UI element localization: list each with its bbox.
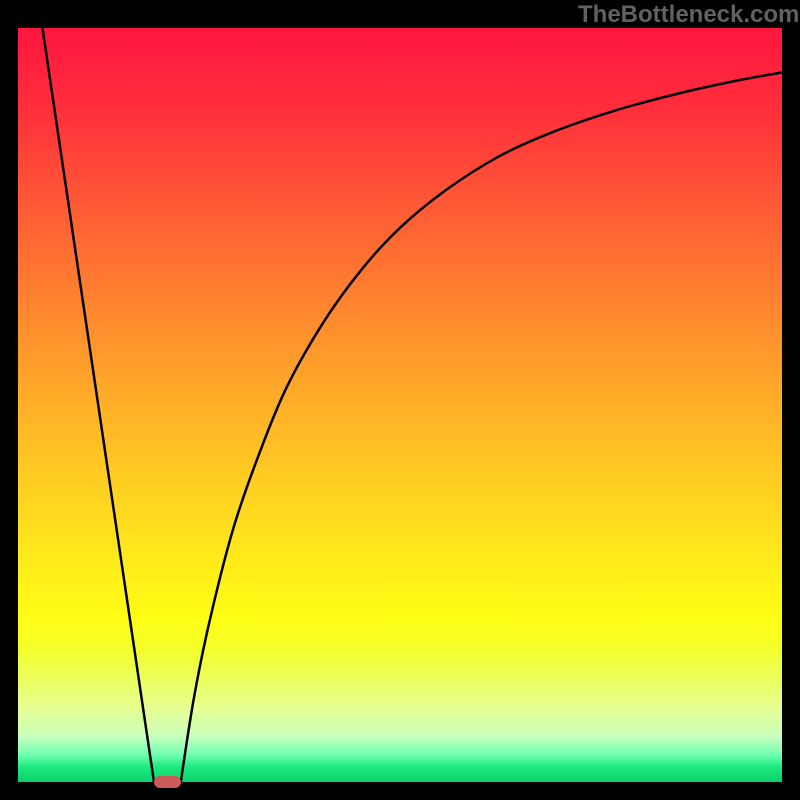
left-line: [42, 28, 154, 782]
plot-area: [18, 28, 782, 782]
chart-container: TheBottleneck.com: [0, 0, 800, 800]
curve-layer: [18, 28, 782, 782]
bottleneck-marker: [154, 776, 181, 788]
watermark-text: TheBottleneck.com: [578, 1, 799, 29]
right-curve: [181, 72, 782, 782]
